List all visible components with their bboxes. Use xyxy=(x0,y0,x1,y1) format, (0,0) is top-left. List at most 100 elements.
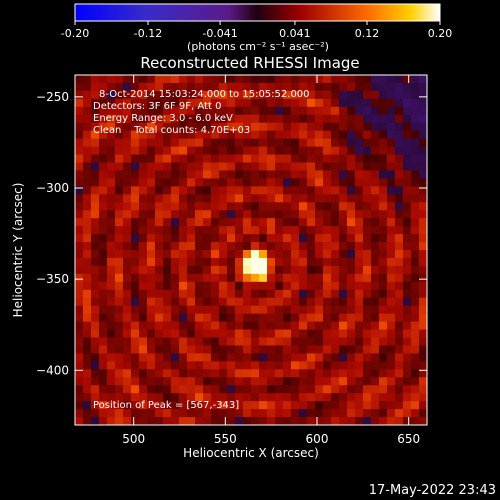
heatmap-cell xyxy=(323,297,332,307)
heatmap-cell xyxy=(123,369,132,378)
heatmap-cell xyxy=(155,409,164,418)
heatmap-cell xyxy=(387,409,396,418)
heatmap-cell xyxy=(363,321,372,330)
heatmap-cell xyxy=(91,210,100,219)
heatmap-cell xyxy=(379,178,388,187)
heatmap-cell xyxy=(203,337,212,346)
heatmap-cell xyxy=(251,122,260,132)
heatmap-cell xyxy=(227,154,236,163)
heatmap-cell xyxy=(363,305,372,315)
heatmap-cell xyxy=(299,273,308,283)
heatmap-cell xyxy=(419,305,428,315)
heatmap-cell xyxy=(235,218,244,227)
heatmap-cell xyxy=(115,194,124,203)
heatmap-cell xyxy=(339,305,348,315)
heatmap-cell xyxy=(211,210,220,219)
heatmap-cell xyxy=(211,273,220,283)
heatmap-cell xyxy=(155,75,164,84)
heatmap-cell xyxy=(219,281,228,291)
heatmap-cell xyxy=(299,178,308,187)
heatmap-cell xyxy=(75,305,84,315)
heatmap-cell xyxy=(403,98,412,108)
heatmap-cell xyxy=(251,75,260,84)
heatmap-cell xyxy=(411,417,420,426)
heatmap-cell xyxy=(83,305,92,315)
heatmap-cell xyxy=(235,321,244,330)
heatmap-cell xyxy=(243,242,252,251)
heatmap-cell xyxy=(267,146,276,155)
heatmap-cell xyxy=(371,329,380,338)
heatmap-cell xyxy=(291,130,300,140)
heatmap-cell xyxy=(395,162,404,171)
heatmap-cell xyxy=(315,82,324,92)
heatmap-cell xyxy=(251,337,260,346)
heatmap-cell xyxy=(163,265,172,275)
heatmap-cell xyxy=(243,321,252,330)
heatmap-cell xyxy=(195,361,204,370)
heatmap-cell xyxy=(291,321,300,330)
heatmap-cell xyxy=(411,265,420,275)
plot-area: 500 550 600 650−250−300−350−400 xyxy=(36,74,428,446)
heatmap-cell xyxy=(379,345,388,354)
heatmap-cell xyxy=(283,417,292,426)
heatmap-cell xyxy=(419,273,428,283)
heatmap-cell xyxy=(283,98,292,108)
heatmap-cell xyxy=(251,321,260,330)
heatmap-cell xyxy=(379,257,388,267)
heatmap-cell xyxy=(123,289,132,299)
heatmap-cell xyxy=(419,130,428,140)
heatmap-cell xyxy=(115,321,124,330)
heatmap-cell xyxy=(91,281,100,291)
heatmap-cell xyxy=(211,162,220,171)
heatmap-cell xyxy=(235,273,244,283)
heatmap-cell xyxy=(299,202,308,211)
heatmap-cell xyxy=(115,234,124,243)
heatmap-cell xyxy=(139,122,148,132)
heatmap-cell xyxy=(339,114,348,124)
heatmap-cell xyxy=(187,313,196,322)
heatmap-cell xyxy=(411,345,420,354)
heatmap-cell xyxy=(107,194,116,203)
heatmap-cell xyxy=(227,90,236,100)
heatmap-cell xyxy=(99,138,108,147)
heatmap-cell xyxy=(219,162,228,171)
heatmap-cell xyxy=(75,345,84,354)
heatmap-cell xyxy=(315,202,324,211)
colorbar-tick-label: 0.041 xyxy=(279,27,311,40)
heatmap-cell xyxy=(411,186,420,195)
heatmap-cell xyxy=(419,369,428,378)
heatmap-cell xyxy=(315,409,324,418)
heatmap-cell xyxy=(179,242,188,251)
heatmap-cell xyxy=(419,321,428,330)
heatmap-cell xyxy=(331,409,340,418)
heatmap-cell xyxy=(283,281,292,291)
heatmap-cell xyxy=(83,122,92,132)
heatmap-cell xyxy=(275,202,284,211)
heatmap-cell xyxy=(291,361,300,370)
heatmap-cell xyxy=(227,289,236,299)
heatmap-cell xyxy=(219,138,228,147)
heatmap-cell xyxy=(267,353,276,362)
heatmap-cell xyxy=(187,242,196,251)
heatmap-cell xyxy=(411,170,420,179)
heatmap-cell xyxy=(395,321,404,330)
heatmap-cell xyxy=(195,265,204,275)
heatmap-cell xyxy=(83,321,92,330)
heatmap-cell xyxy=(323,385,332,394)
heatmap-cell xyxy=(179,202,188,211)
heatmap-cell xyxy=(171,257,180,267)
heatmap-cell xyxy=(379,289,388,299)
heatmap-cell xyxy=(259,345,268,354)
heatmap-cell xyxy=(251,250,260,259)
heatmap-cell xyxy=(259,210,268,219)
heatmap-cell xyxy=(275,130,284,140)
heatmap-cell xyxy=(307,122,316,132)
heatmap-cell xyxy=(99,202,108,211)
heatmap-cell xyxy=(251,289,260,299)
heatmap-cell xyxy=(307,401,316,410)
heatmap-cell xyxy=(203,345,212,354)
heatmap-cell xyxy=(379,154,388,163)
heatmap-cell xyxy=(131,313,140,322)
heatmap-cell xyxy=(315,154,324,163)
heatmap-cell xyxy=(147,385,156,394)
